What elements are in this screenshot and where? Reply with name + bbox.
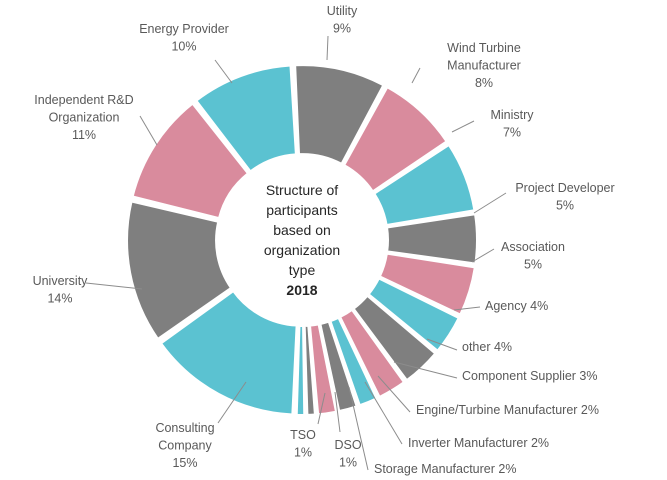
slice-project-developer <box>385 213 478 265</box>
slice-label: Engine/Turbine Manufacturer 2% <box>416 403 599 417</box>
leader-line <box>317 392 326 425</box>
slice-utility <box>294 64 385 166</box>
slice-university <box>126 200 233 341</box>
slices-group <box>126 64 478 416</box>
leader-line <box>453 306 481 311</box>
leader-line <box>348 386 369 471</box>
slice-label: DSO 1% <box>334 438 361 470</box>
leader-line <box>217 381 247 424</box>
center-title: Structure of participants based on organiza… <box>264 182 340 298</box>
slice-label: Wind Turbine Manufacturer 8% <box>447 41 521 90</box>
slice-label: Energy Provider 10% <box>139 22 229 54</box>
slice-label: Component Supplier 3% <box>462 369 598 383</box>
slice-tso <box>295 324 306 416</box>
slice-inverter-manufacturer <box>319 320 358 413</box>
leader-line <box>411 67 421 84</box>
slice-consulting-company <box>159 289 298 416</box>
slice-label: Independent R&D Organization 11% <box>34 93 133 142</box>
labels-group: Utility 9% Wind Turbine Manufacturer 8% Minis… <box>33 4 615 476</box>
slice-energy-provider <box>194 64 297 173</box>
leader-line <box>377 375 411 413</box>
leader-line <box>85 282 143 290</box>
slice-independent-r-d-organization <box>131 102 250 220</box>
leader-line <box>326 35 329 61</box>
slice-label: other 4% <box>462 340 512 354</box>
slice-agency <box>367 277 461 353</box>
leader-line <box>451 120 475 133</box>
donut-hole <box>218 156 386 324</box>
slice-storage-manufacturer <box>308 323 338 416</box>
leader-line <box>139 115 158 146</box>
slice-other <box>352 294 437 382</box>
slice-component-supplier <box>338 308 406 399</box>
leader-line <box>471 248 495 263</box>
slice-label: Project Developer 5% <box>515 181 614 213</box>
leader-line <box>214 59 233 84</box>
leader-line <box>364 381 403 445</box>
slice-label: TSO 1% <box>290 428 316 460</box>
slice-label: Utility 9% <box>327 4 358 36</box>
slice-label: Association 5% <box>501 240 565 272</box>
slice-wind-turbine-manufacturer <box>342 85 448 193</box>
slice-dso <box>303 324 316 416</box>
slice-label: Ministry 7% <box>490 108 534 140</box>
leader-line <box>426 338 458 351</box>
slice-association <box>378 252 476 316</box>
slice-label: Inverter Manufacturer 2% <box>408 436 549 450</box>
slice-label: Storage Manufacturer 2% <box>374 462 516 476</box>
leader-lines-group <box>85 35 507 471</box>
slice-ministry <box>372 143 476 227</box>
slice-engine-turbine-manufacturer <box>329 316 378 407</box>
slice-label: University 14% <box>33 274 89 306</box>
slice-label: Agency 4% <box>485 299 548 313</box>
leader-line <box>393 361 458 379</box>
slice-label: Consulting Company 15% <box>155 421 214 470</box>
leader-line <box>334 391 341 433</box>
leader-line <box>473 192 507 214</box>
